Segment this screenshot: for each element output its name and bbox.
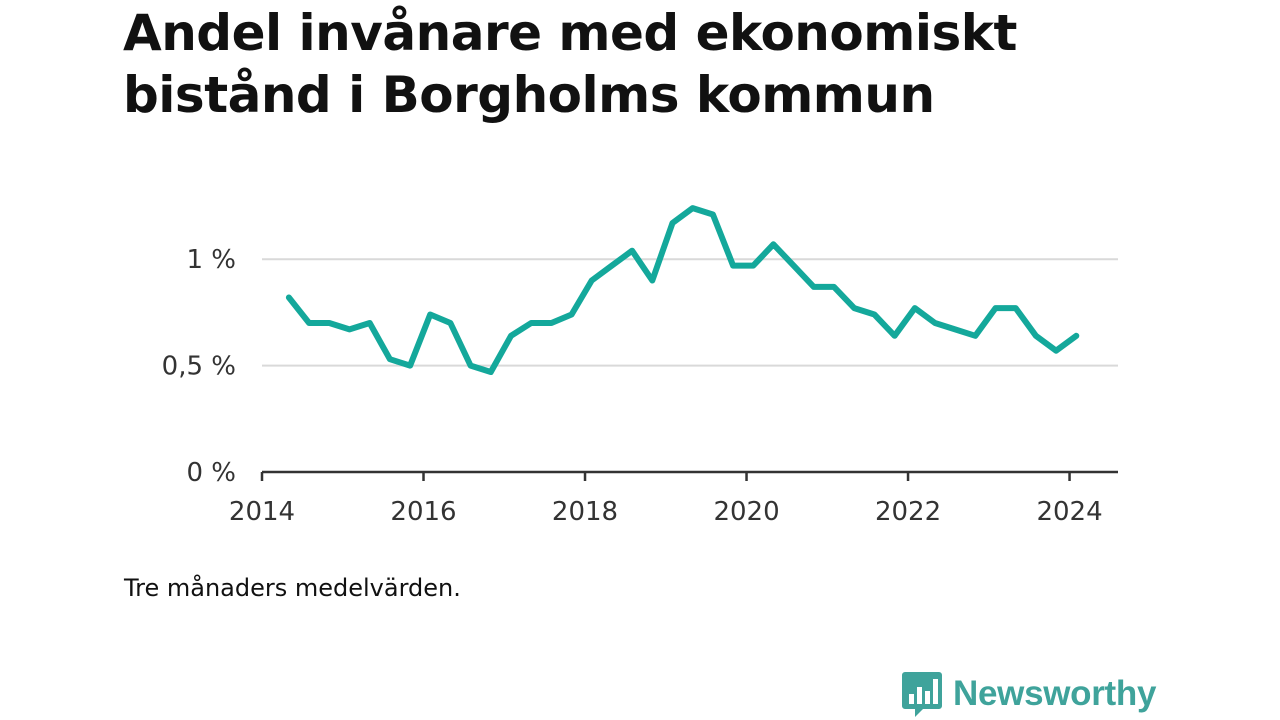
chart-note: Tre månaders medelvärden. <box>124 574 461 602</box>
series-layer <box>285 205 1080 375</box>
x-tick-label: 2020 <box>713 497 779 527</box>
bar-chart-bubble-icon <box>902 672 942 717</box>
brand-logo: Newsworthy <box>901 670 1156 718</box>
y-tick-label: 0 % <box>186 458 236 488</box>
x-tick-label: 2016 <box>390 497 456 527</box>
x-axis: 2014 2016 2018 2020 2022 2024 <box>229 470 1118 527</box>
series-line <box>285 205 1080 375</box>
brand-name: Newsworthy <box>953 674 1157 713</box>
x-tick-label: 2022 <box>875 497 941 527</box>
x-tick-label: 2014 <box>229 497 295 527</box>
x-tick-label: 2018 <box>552 497 618 527</box>
y-tick-label: 1 % <box>186 245 236 275</box>
y-axis-labels: 0 % 0,5 % 1 % <box>162 245 236 488</box>
chart-title: Andel invånare med ekonomiskt bistånd i … <box>123 4 1017 124</box>
x-tick-label: 2024 <box>1036 497 1102 527</box>
y-tick-label: 0,5 % <box>162 352 236 382</box>
